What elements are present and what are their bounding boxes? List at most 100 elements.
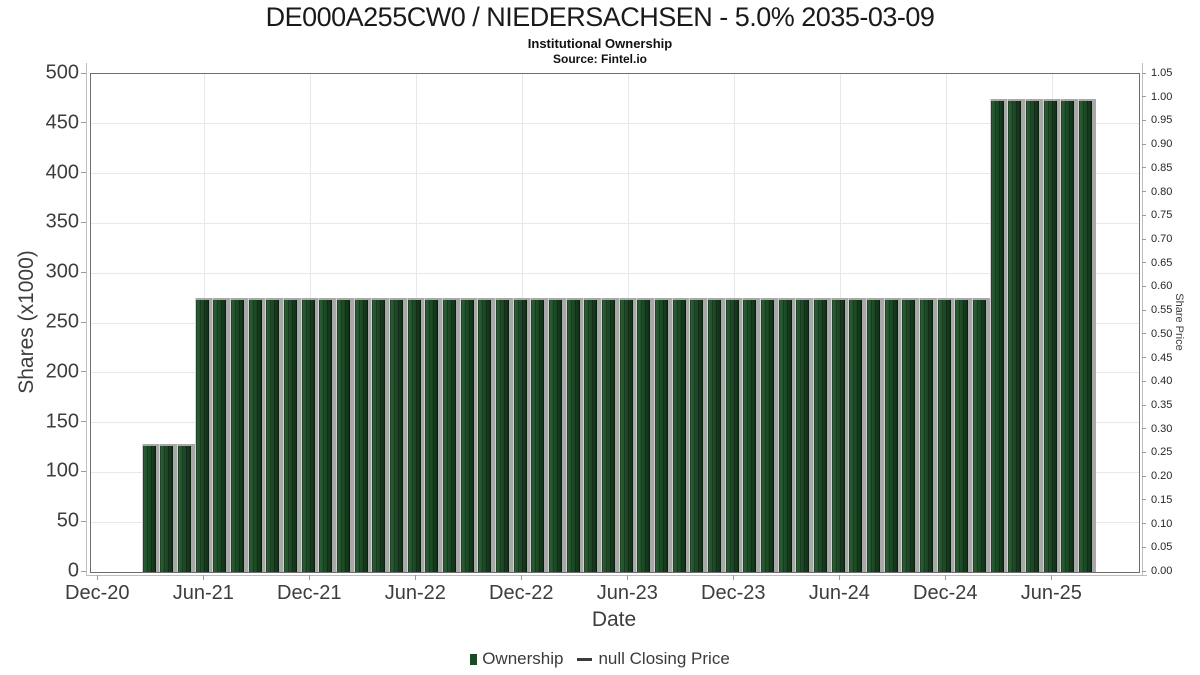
right-axis-tick-label: 0.35 xyxy=(1151,399,1173,411)
ownership-bar xyxy=(690,298,704,572)
ownership-bar xyxy=(496,298,510,572)
y-axis-tick-label: 450 xyxy=(45,111,79,134)
right-axis-tick xyxy=(1142,96,1146,98)
y-axis-tick xyxy=(81,271,86,273)
right-axis-tick-label: 0.60 xyxy=(1151,280,1173,293)
right-axis-tick xyxy=(1142,523,1146,525)
right-axis-tick xyxy=(1142,119,1146,121)
ownership-bar xyxy=(602,298,616,572)
ownership-bar xyxy=(796,298,810,572)
y-axis-tick xyxy=(81,221,86,223)
y-axis-tick xyxy=(81,421,86,423)
right-axis-tick-label: 0.30 xyxy=(1151,422,1173,435)
right-axis-tick xyxy=(1142,143,1146,145)
ownership-bar xyxy=(248,298,262,572)
ownership-bar xyxy=(1043,98,1057,572)
right-axis-tick-label: 0.90 xyxy=(1151,138,1173,151)
right-axis-tick-label: 0.50 xyxy=(1151,327,1173,340)
y-axis-tick-label: 350 xyxy=(45,210,79,233)
right-axis-tick-label: 0.85 xyxy=(1151,161,1173,174)
y-axis-tick-label: 500 xyxy=(45,61,79,84)
y-axis-tick-label: 100 xyxy=(45,459,79,482)
x-axis-tick xyxy=(414,575,416,580)
ownership-bar xyxy=(319,298,333,572)
ownership-bar xyxy=(920,298,934,572)
right-axis-tick-label: 0.95 xyxy=(1151,114,1173,127)
x-axis-tick xyxy=(202,575,204,580)
ownership-bar xyxy=(672,298,686,572)
y-axis-tick xyxy=(81,72,86,74)
ownership-bar xyxy=(460,298,474,572)
y-axis-tick xyxy=(81,321,86,323)
x-axis-tick-label: Dec-20 xyxy=(65,582,130,604)
ownership-bar xyxy=(213,298,227,572)
ownership-bar xyxy=(354,298,368,572)
x-axis-tick-label: Jun-23 xyxy=(596,582,658,604)
ownership-bar xyxy=(831,298,845,572)
ownership-bar xyxy=(513,298,527,572)
y-axis-tick-label: 300 xyxy=(45,260,79,283)
right-axis-tick xyxy=(1142,499,1146,501)
ownership-bar xyxy=(655,298,669,572)
right-axis-tick xyxy=(1142,167,1146,169)
x-axis-tick xyxy=(838,575,840,580)
x-axis-line xyxy=(85,574,1147,576)
ownership-bar xyxy=(849,298,863,572)
right-axis-tick-label: 0.15 xyxy=(1151,493,1173,506)
right-axis-tick xyxy=(1142,428,1146,430)
ownership-bar xyxy=(973,298,987,572)
right-axis-tick-label: 0.40 xyxy=(1151,375,1173,388)
y-axis-line-left xyxy=(85,63,87,575)
y-axis-tick-label: 0 xyxy=(67,559,79,582)
ownership-bar xyxy=(337,298,351,572)
ownership-bar xyxy=(937,298,951,572)
right-axis-tick xyxy=(1142,191,1146,193)
right-axis-tick-label: 0.10 xyxy=(1151,517,1173,530)
x-axis-tick xyxy=(96,575,98,580)
x-axis-tick-label: Dec-21 xyxy=(277,582,342,604)
x-axis-tick-label: Jun-22 xyxy=(384,582,446,604)
x-axis-tick-label: Jun-24 xyxy=(808,582,870,604)
y-axis-tick xyxy=(81,371,86,373)
x-axis-tick-label: Jun-21 xyxy=(172,582,234,604)
x-axis-tick xyxy=(732,575,734,580)
ownership-bar xyxy=(867,298,881,572)
ownership-bar xyxy=(637,298,651,572)
ownership-bar xyxy=(478,298,492,572)
legend-label-ownership: Ownership xyxy=(482,649,564,668)
ownership-bar xyxy=(725,298,739,572)
y-axis-tick xyxy=(81,172,86,174)
right-axis-tick xyxy=(1142,475,1146,477)
ownership-bar xyxy=(1008,98,1022,572)
right-axis-tick xyxy=(1142,451,1146,453)
ownership-bar xyxy=(142,443,156,572)
x-axis-tick-label: Jun-25 xyxy=(1020,582,1082,604)
y-axis-tick-label: 50 xyxy=(56,509,79,532)
legend-label-closing-price: null Closing Price xyxy=(598,649,730,668)
ownership-bar xyxy=(814,298,828,572)
y-axis-tick xyxy=(81,122,86,124)
y-axis-tick-label: 400 xyxy=(45,161,79,184)
ownership-series-swatch-icon xyxy=(470,653,478,665)
right-axis-tick xyxy=(1142,262,1146,264)
ownership-bar xyxy=(301,298,315,572)
right-axis-tick xyxy=(1142,380,1146,382)
ownership-bar xyxy=(778,298,792,572)
chart-source-label: Source: Fintel.io xyxy=(552,52,647,66)
right-axis-tick-label: 0.05 xyxy=(1151,541,1173,554)
ownership-bar xyxy=(990,98,1004,572)
ownership-bar xyxy=(955,298,969,572)
right-axis-tick xyxy=(1142,214,1146,216)
right-axis-tick xyxy=(1142,72,1146,74)
right-axis-tick xyxy=(1142,404,1146,406)
ownership-bar xyxy=(743,298,757,572)
y-axis-line-right xyxy=(1141,63,1143,575)
ownership-bar xyxy=(160,443,174,572)
ownership-bar xyxy=(443,298,457,572)
ownership-bar xyxy=(231,298,245,572)
ownership-bar xyxy=(1061,98,1075,572)
y-axis-tick xyxy=(81,520,86,522)
ownership-bar xyxy=(266,298,280,572)
right-axis-tick-label: 1.00 xyxy=(1151,90,1173,103)
